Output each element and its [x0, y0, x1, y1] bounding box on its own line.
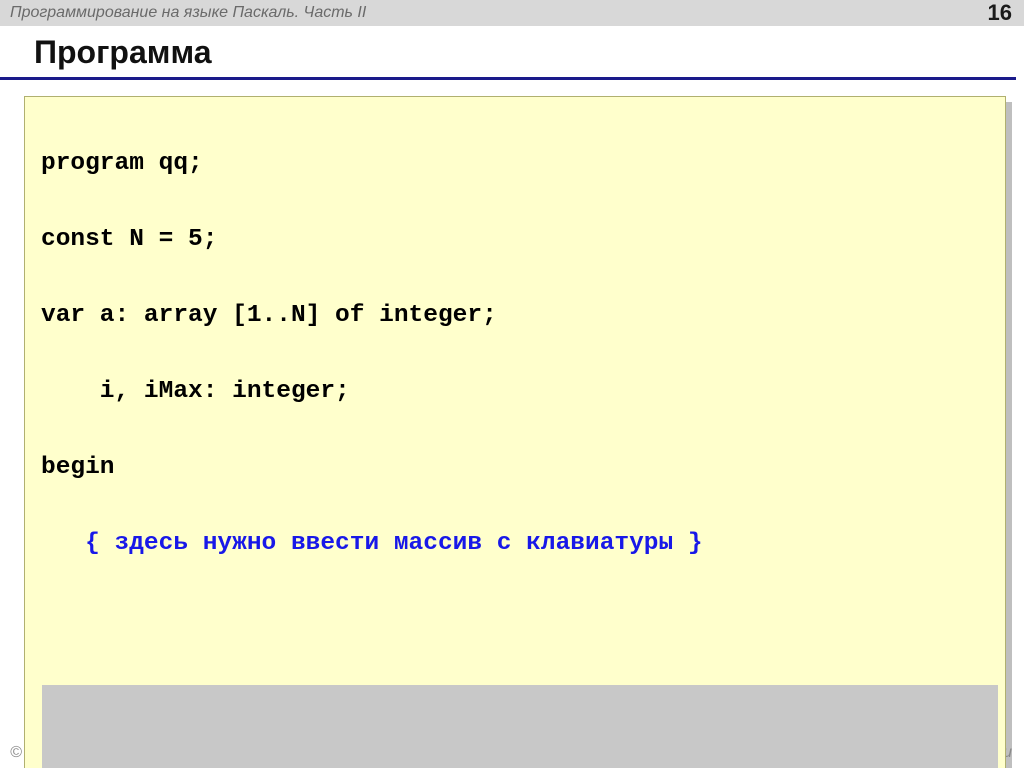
code-line: { здесь нужно ввести массив с клавиатуры…	[41, 525, 989, 563]
page-number: 16	[988, 0, 1012, 26]
code-line: const N = 5;	[41, 221, 989, 259]
highlight-shadow	[42, 685, 998, 768]
code-line: program qq;	[41, 145, 989, 183]
code-line: i, iMax: integer;	[41, 373, 989, 411]
code-comment: { здесь нужно ввести массив с клавиатуры…	[85, 530, 703, 557]
code-box: program qq; const N = 5; var a: array [1…	[24, 96, 1006, 768]
slide: Программирование на языке Паскаль. Часть…	[0, 0, 1024, 768]
code-line: var a: array [1..N] of integer;	[41, 297, 989, 335]
slide-title: Программа	[0, 26, 1016, 80]
code-line: begin	[41, 449, 989, 487]
code-block: program qq; const N = 5; var a: array [1…	[24, 96, 1006, 768]
course-title: Программирование на языке Паскаль. Часть…	[10, 4, 366, 22]
top-bar: Программирование на языке Паскаль. Часть…	[0, 0, 1024, 26]
highlight-block: iMax := 1; {считаем, что первый – максим…	[37, 680, 993, 768]
